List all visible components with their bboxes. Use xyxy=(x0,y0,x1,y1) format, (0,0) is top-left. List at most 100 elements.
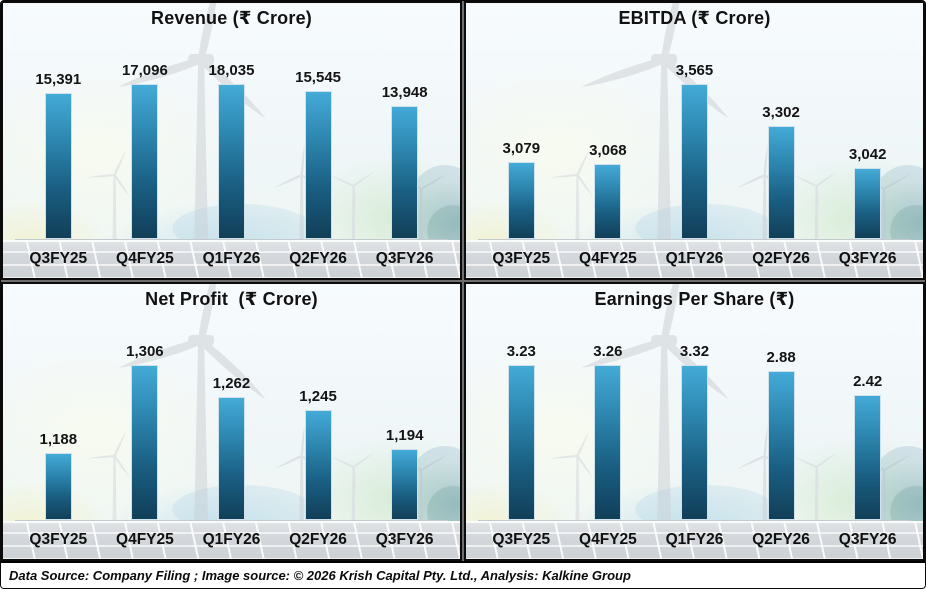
bar-value-label: 3.26 xyxy=(593,343,623,360)
small-wind-turbine-icon xyxy=(330,452,375,524)
bar xyxy=(767,126,795,239)
bar-slot: 3.23 xyxy=(478,344,565,520)
x-axis-label: Q3FY25 xyxy=(29,250,88,267)
bar-value-label: 18,035 xyxy=(208,62,255,79)
bar xyxy=(131,84,159,239)
bar xyxy=(44,453,72,520)
x-axis-label: Q3FY25 xyxy=(492,250,551,267)
bar-value-label: 15,545 xyxy=(295,69,342,86)
chart-title: Earnings Per Share (₹) xyxy=(594,289,795,309)
x-axis-label: Q3FY26 xyxy=(838,250,897,267)
chart-title: EBITDA (₹ Crore) xyxy=(618,8,771,28)
plot-area: 3,079 3,068 3,565 3,302 3,042 xyxy=(478,63,911,240)
small-wind-turbine-icon xyxy=(330,171,375,243)
x-axis-labels: Q3FY25 Q4FY25 Q1FY26 Q2FY26 Q3FY26 xyxy=(466,521,923,559)
bar-value-label: 1,306 xyxy=(126,343,164,360)
bar-value-label: 2.88 xyxy=(766,349,796,366)
bar-value-label: 1,194 xyxy=(385,427,424,444)
x-axis-labels: Q3FY25 Q4FY25 Q1FY26 Q2FY26 Q3FY26 xyxy=(466,240,923,278)
bar xyxy=(391,449,419,520)
x-axis-label: Q3FY25 xyxy=(29,531,88,548)
small-wind-turbine-icon xyxy=(793,171,838,243)
bar xyxy=(680,84,708,239)
x-axis-labels: Q3FY25 Q4FY25 Q1FY26 Q2FY26 Q3FY26 xyxy=(3,521,460,559)
charts-grid: Revenue (₹ Crore) 15,391 17,096 18,035 15,5… xyxy=(1,1,925,561)
small-wind-turbine-icon xyxy=(550,150,594,243)
x-axis-label: Q3FY26 xyxy=(375,531,434,548)
bar-slot: 3,079 xyxy=(478,63,565,239)
bar-slot: 18,035 xyxy=(188,63,275,239)
bar-value-label: 1,245 xyxy=(299,388,337,405)
bar xyxy=(217,84,245,239)
large-wind-turbine-icon xyxy=(118,284,266,524)
x-axis-label: Q2FY26 xyxy=(752,531,810,548)
x-axis-label: Q2FY26 xyxy=(752,250,810,267)
bar xyxy=(391,106,419,239)
bar xyxy=(44,93,72,239)
bar-slot: 3.32 xyxy=(651,344,738,520)
bar-slot: 1,194 xyxy=(361,344,448,520)
chart-panel: Earnings Per Share (₹) 3.23 3.26 3.32 2.88 2… xyxy=(464,282,925,561)
bar xyxy=(680,365,708,520)
bar-value-label: 3,042 xyxy=(848,146,887,163)
x-axis-labels: Q3FY25 Q4FY25 Q1FY26 Q2FY26 Q3FY26 xyxy=(3,240,460,278)
bar xyxy=(594,164,622,239)
bar-value-label: 2.42 xyxy=(853,373,883,390)
bar-slot: 3,042 xyxy=(824,63,911,239)
bar-slot: 1,245 xyxy=(275,344,362,520)
small-wind-turbine-icon xyxy=(793,452,838,524)
bar-slot: 1,262 xyxy=(188,344,275,520)
x-axis-label: Q3FY26 xyxy=(838,531,897,548)
bar-value-label: 3,302 xyxy=(762,104,800,121)
footer-bar: Data Source: Company Filing ; Image sour… xyxy=(1,561,925,588)
bar-value-label: 3.23 xyxy=(506,343,536,360)
bar-value-label: 3.32 xyxy=(679,343,710,360)
x-axis-label: Q4FY25 xyxy=(579,250,637,267)
bar-slot: 13,948 xyxy=(361,63,448,239)
small-wind-turbine-icon xyxy=(87,431,131,524)
bar-slot: 1,306 xyxy=(102,344,189,520)
bar-slot: 2.42 xyxy=(824,344,911,520)
bar-slot: 3,302 xyxy=(738,63,825,239)
x-axis-label: Q1FY26 xyxy=(665,531,724,548)
chart-title: Revenue (₹ Crore) xyxy=(151,8,312,28)
x-axis-label: Q3FY25 xyxy=(492,531,551,548)
bar-slot: 15,391 xyxy=(15,63,102,239)
x-axis-label: Q1FY26 xyxy=(665,250,724,267)
bar xyxy=(217,397,245,520)
bar xyxy=(507,162,535,239)
chart-panel: Net Profit (₹ Crore) 1,188 1,306 1,262 1,24… xyxy=(1,282,462,561)
small-wind-turbine-icon xyxy=(87,150,131,243)
bar-value-label: 3,565 xyxy=(675,62,714,79)
bar xyxy=(507,365,535,520)
bar-slot: 3.26 xyxy=(565,344,652,520)
plot-area: 15,391 17,096 18,035 15,545 13,948 xyxy=(15,63,448,240)
bar xyxy=(594,365,622,520)
x-axis-label: Q4FY25 xyxy=(579,531,637,548)
x-axis-label: Q4FY25 xyxy=(116,250,174,267)
chart-panel: EBITDA (₹ Crore) 3,079 3,068 3,565 3,302 3,0… xyxy=(464,1,925,280)
bar xyxy=(854,168,882,239)
bar-slot: 2.88 xyxy=(738,344,825,520)
bar-value-label: 3,068 xyxy=(589,142,627,159)
bar-value-label: 17,096 xyxy=(121,62,168,79)
plot-area: 1,188 1,306 1,262 1,245 1,194 xyxy=(15,344,448,521)
footer-text: Data Source: Company Filing ; Image sour… xyxy=(9,568,631,583)
x-axis-label: Q4FY25 xyxy=(116,531,174,548)
x-axis-label: Q2FY26 xyxy=(289,531,347,548)
bar-value-label: 15,391 xyxy=(35,71,82,88)
chart-title: Net Profit (₹ Crore) xyxy=(145,289,318,309)
bar-slot: 17,096 xyxy=(102,63,189,239)
bar xyxy=(767,371,795,520)
bar-slot: 3,565 xyxy=(651,63,738,239)
small-wind-turbine-icon xyxy=(550,431,594,524)
bar-slot: 3,068 xyxy=(565,63,652,239)
bar-slot: 1,188 xyxy=(15,344,102,520)
bar-value-label: 3,079 xyxy=(502,140,541,157)
x-axis-label: Q2FY26 xyxy=(289,250,347,267)
x-axis-label: Q3FY26 xyxy=(375,250,434,267)
bar-value-label: 1,262 xyxy=(212,375,251,392)
bar xyxy=(304,410,332,520)
bar-value-label: 1,188 xyxy=(39,431,78,448)
